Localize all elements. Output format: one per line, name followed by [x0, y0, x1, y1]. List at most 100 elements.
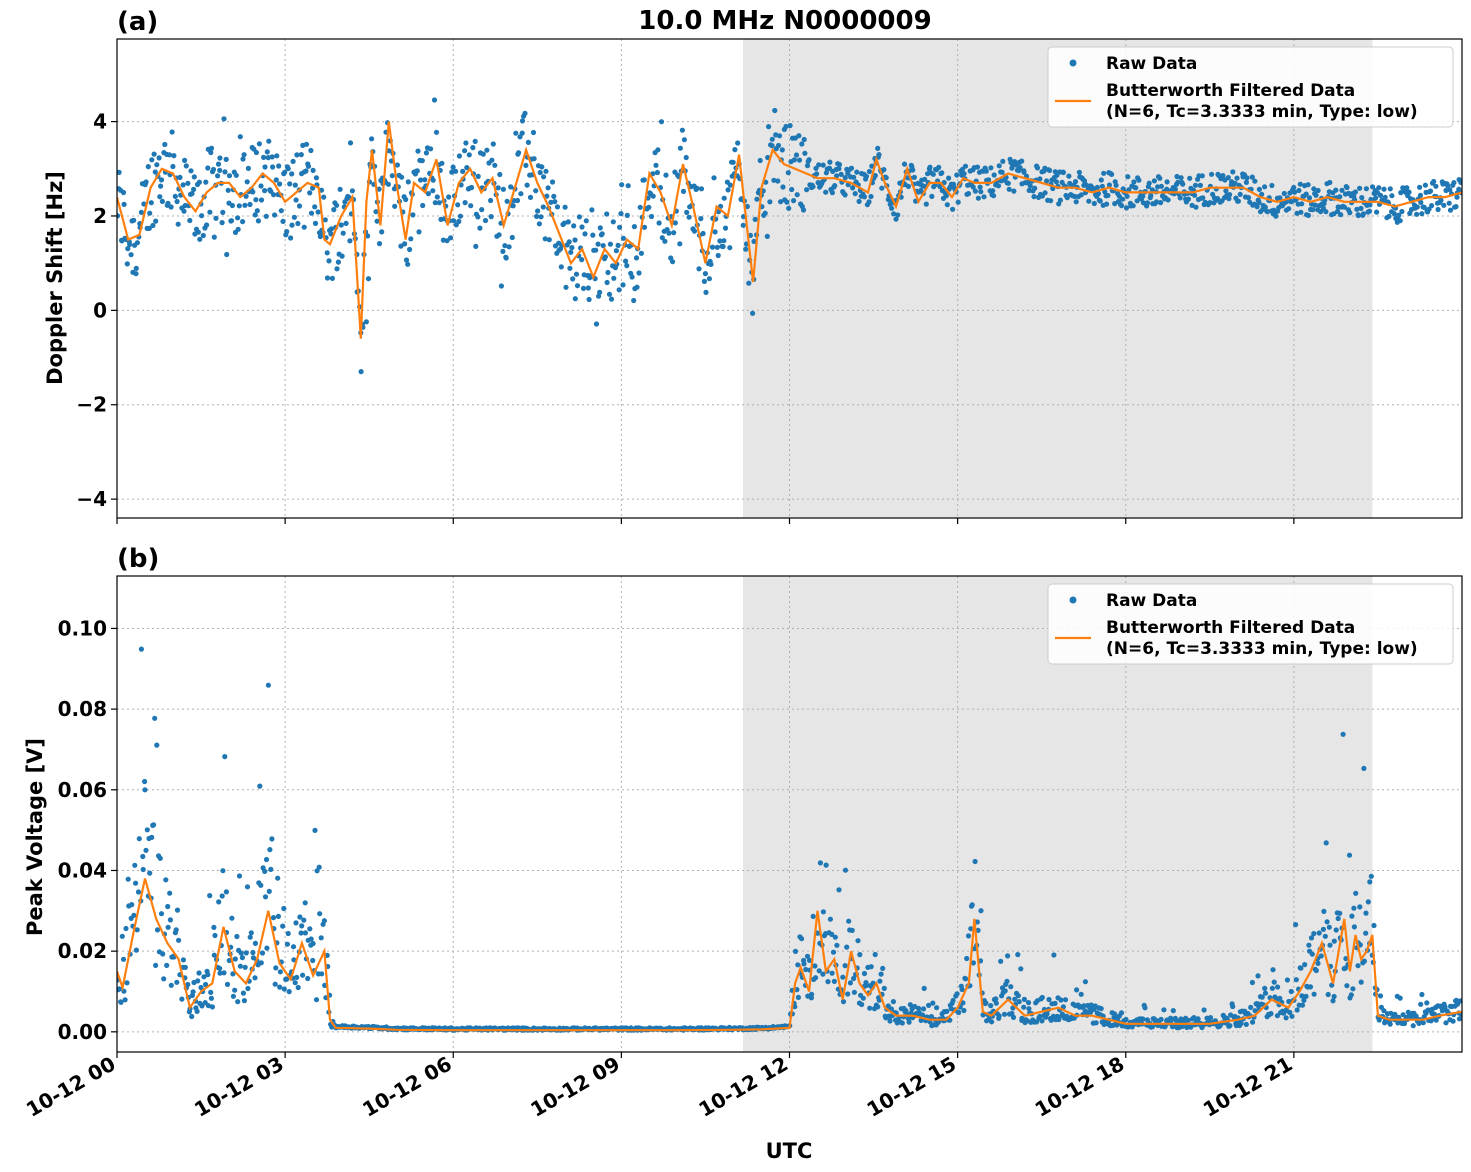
raw-point — [1097, 198, 1103, 204]
raw-point — [1322, 933, 1328, 939]
raw-point — [1140, 200, 1146, 206]
raw-point — [431, 97, 438, 103]
raw-point — [1386, 213, 1392, 219]
raw-point — [271, 192, 277, 198]
raw-point — [125, 876, 131, 882]
raw-point — [349, 188, 355, 194]
raw-point — [1277, 995, 1283, 1001]
raw-point — [185, 981, 191, 988]
raw-point — [620, 235, 627, 241]
raw-point — [1004, 978, 1010, 984]
raw-point — [1193, 204, 1199, 210]
raw-point — [235, 215, 241, 221]
raw-point — [1357, 185, 1363, 191]
raw-point — [793, 152, 800, 158]
raw-point — [338, 222, 344, 228]
raw-point — [569, 245, 575, 251]
raw-point — [518, 191, 524, 197]
raw-point — [296, 203, 303, 209]
raw-point — [224, 981, 231, 988]
raw-point — [970, 184, 976, 190]
raw-point — [1355, 212, 1361, 219]
raw-point — [1360, 211, 1366, 217]
panel-b-legend: Raw Data Butterworth Filtered Data (N=6,… — [1047, 583, 1454, 665]
raw-point — [1358, 979, 1364, 985]
raw-point — [235, 999, 241, 1005]
raw-point — [129, 902, 135, 908]
raw-point — [1289, 1013, 1295, 1019]
raw-point — [310, 185, 316, 191]
raw-point — [270, 915, 277, 921]
raw-point — [219, 220, 225, 226]
raw-point — [974, 919, 980, 925]
raw-point — [334, 202, 340, 208]
legend-box — [1047, 583, 1454, 665]
raw-point — [783, 123, 789, 130]
raw-point — [1215, 196, 1221, 202]
raw-point — [1327, 942, 1333, 948]
y-tick-label: 0.10 — [58, 616, 107, 640]
raw-point — [273, 965, 279, 971]
raw-point — [604, 211, 610, 217]
raw-point — [133, 271, 139, 277]
raw-point — [162, 141, 168, 148]
raw-point — [827, 159, 833, 165]
raw-point — [1037, 1013, 1043, 1019]
raw-point — [1346, 852, 1353, 858]
raw-point — [376, 186, 382, 192]
raw-point — [495, 185, 501, 191]
raw-point — [308, 147, 314, 154]
raw-point — [852, 191, 858, 197]
raw-point — [133, 880, 139, 886]
raw-point — [182, 964, 188, 971]
raw-point — [986, 177, 992, 183]
y-tick-label: 0.02 — [58, 939, 107, 963]
raw-point — [1133, 185, 1139, 191]
raw-point — [840, 999, 847, 1005]
raw-point — [867, 1005, 873, 1011]
raw-point — [1382, 194, 1388, 200]
raw-point — [262, 164, 268, 170]
raw-point — [1442, 1004, 1448, 1010]
raw-point — [160, 951, 166, 957]
raw-point — [475, 173, 481, 179]
raw-point — [373, 209, 379, 215]
raw-point — [827, 916, 834, 922]
raw-point — [606, 291, 613, 297]
raw-point — [498, 283, 504, 289]
raw-point — [1323, 840, 1329, 846]
raw-point — [176, 937, 182, 943]
raw-point — [322, 217, 328, 223]
raw-point — [1245, 195, 1252, 201]
raw-point — [1414, 204, 1420, 210]
raw-point — [1227, 192, 1233, 198]
raw-point — [305, 163, 312, 169]
raw-point — [535, 208, 541, 214]
raw-point — [328, 226, 334, 232]
raw-point — [243, 193, 249, 199]
raw-point — [1363, 910, 1369, 916]
raw-point — [930, 1000, 936, 1006]
raw-point — [1298, 965, 1304, 971]
raw-point — [1026, 187, 1032, 193]
raw-point — [847, 980, 854, 986]
raw-point — [280, 923, 286, 929]
raw-point — [1047, 167, 1053, 173]
raw-point — [732, 147, 738, 153]
raw-point — [1424, 1000, 1430, 1006]
raw-point — [826, 165, 833, 171]
raw-point — [1062, 997, 1069, 1003]
raw-point — [1296, 187, 1302, 194]
raw-point — [872, 951, 878, 958]
raw-point — [842, 963, 848, 969]
raw-point — [1337, 910, 1343, 916]
raw-point — [152, 715, 158, 721]
raw-point — [274, 153, 280, 159]
raw-point — [1293, 977, 1299, 983]
x-tick-label: 10-12 18 — [1031, 1052, 1129, 1122]
raw-point — [252, 212, 258, 218]
raw-point — [119, 933, 125, 939]
raw-point — [549, 179, 556, 185]
raw-point — [1447, 187, 1453, 193]
raw-point — [376, 241, 383, 247]
